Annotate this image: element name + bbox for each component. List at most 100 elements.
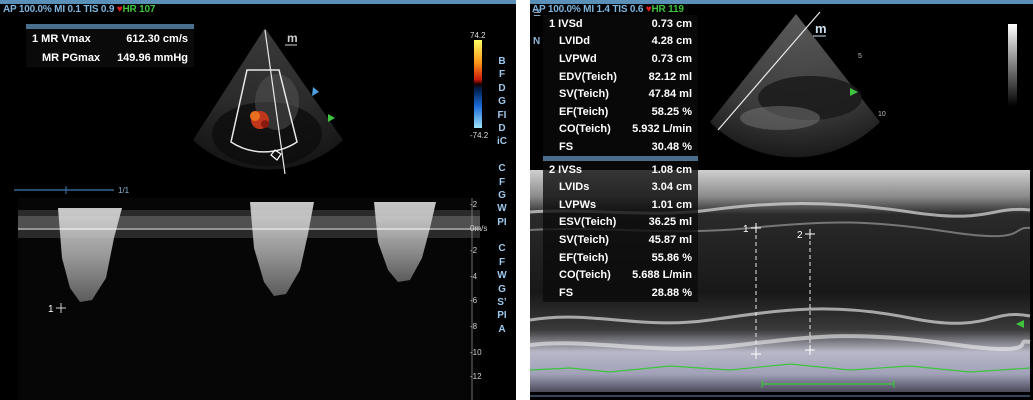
measurement-value: 36.25 ml [648,216,692,229]
side-menu-item[interactable]: D [498,82,506,94]
measurement-label: LVIDd [559,35,590,48]
velocity-tick: -2 [470,200,478,209]
side-menu-item[interactable]: F [498,176,506,188]
measurement-row: CO(Teich) 5.688 L/min [543,266,698,284]
heart-rate: HR 119 [651,4,684,15]
measurement-value: 4.28 cm [651,35,692,48]
side-menu-item[interactable]: FI [497,109,507,121]
side-menu-item[interactable]: G [498,283,506,295]
measurement-value: 0.73 cm [651,17,692,30]
velocity-tick: -6 [470,296,478,305]
m-mode-caliper-label: 2 [797,230,803,241]
side-menu-item[interactable]: A [498,323,506,335]
measurement-value: 1.01 cm [651,198,692,211]
side-menu-item[interactable]: PI [497,310,507,322]
color-scale-max: 74.2 [470,31,486,40]
measurement-label: EF(Teich) [559,251,609,264]
measurement-row: FS 28.88 % [543,284,698,302]
velocity-tick: -8 [470,322,478,331]
measurement-row: 1 IVSd 0.73 cm [543,15,698,33]
doppler-caliper-label: 1 [48,304,54,315]
measurement-label: FS [559,286,574,299]
probe-marker: m [815,21,827,36]
measurement-row: EDV(Teich) 82.12 ml [543,68,698,86]
measurement-group: 1 IVSd 0.73 cm LVIDd 4.28 cm LVPWd 0.73 cm EDV… [543,15,698,156]
velocity-scale: -2 0m/s -2 -4 -6 -8 -10 -12 [470,198,516,400]
measurement-value: 47.84 ml [648,88,692,101]
heart-icon: ♥ [645,4,652,15]
side-menu-item[interactable]: C [498,243,506,255]
measurement-row: LVIDs 3.04 cm [543,178,698,196]
measurement-label: CO(Teich) [559,269,611,282]
side-menu-item[interactable]: C [498,163,506,175]
measurement-label: CO(Teich) [559,123,611,136]
measurement-row: 2 IVSs 1.08 cm [543,161,698,179]
heart-rate: HR 107 [122,4,156,15]
velocity-tick: 0m/s [470,224,488,233]
measurement-label: LVPWd [559,52,597,65]
measurement-value: 149.96 mmHg [117,51,188,64]
side-menu-item[interactable]: PI [497,216,507,228]
side-menu-item[interactable]: G [498,189,506,201]
measurement-value: 45.87 ml [648,233,692,246]
probe-marker: m [287,31,298,45]
measurement-row: 1 MR Vmax 612.30 cm/s [26,29,194,48]
velocity-tick: -2 [470,246,478,255]
measurement-label: 1 IVSd [549,17,583,30]
measurement-value: 1.08 cm [651,163,692,176]
m-mode-measurements-box[interactable]: 1 IVSd 0.73 cm LVIDd 4.28 cm LVPWd 0.73 cm EDV… [543,15,698,302]
measurement-value: 82.12 ml [648,70,692,83]
measurement-label: 1 MR Vmax [32,32,91,45]
measurement-value: 5.932 L/min [632,123,692,136]
measurement-group: 2 IVSs 1.08 cm LVIDs 3.04 cm LVPWs 1.01 cm ESV… [543,155,698,302]
measurement-value: 55.86 % [651,251,692,264]
measurement-row: EF(Teich) 55.86 % [543,249,698,267]
measurement-row: SV(Teich) 47.84 ml [543,85,698,103]
depth-label: 10 [878,111,886,118]
side-menu-item[interactable]: N [533,36,541,47]
acoustic-output-header: AP 100.0% MI 0.1 TIS 0.9 ♥HR 107 [3,4,155,15]
measurement-row: LVPWd 0.73 cm [543,50,698,68]
acoustic-output-text: AP 100.0% MI 1.4 TIS 0.6 [532,4,644,15]
panel-top-bar [0,0,516,4]
acoustic-output-header: AP 100.0% MI 1.4 TIS 0.6 ♥HR 119 [532,4,684,15]
measurement-row: EF(Teich) 58.25 % [543,103,698,121]
measurement-row: ESV(Teich) 36.25 ml [543,214,698,232]
measurement-label: FS [559,140,574,153]
measurement-label: ESV(Teich) [559,216,617,229]
measurement-value: 612.30 cm/s [126,32,188,45]
side-menu-item[interactable]: W [497,270,507,282]
m-mode-panel: AP 100.0% MI 1.4 TIS 0.6 ♥HR 119 m 5 10 … [530,0,1033,400]
sweep-timeline [14,186,114,194]
velocity-tick: -10 [470,348,482,357]
side-menu-item[interactable]: G [498,96,506,108]
color-doppler-sector-image[interactable]: m [185,22,365,187]
velocity-tick: -4 [470,272,478,281]
doppler-measurements-box[interactable]: 1 MR Vmax 612.30 cm/s MR PGmax 149.96 mm… [26,24,194,67]
side-menu-item[interactable]: iC [497,136,507,148]
gray-scale-bar [1008,24,1017,106]
measurement-row: FS 30.48 % [543,138,698,156]
velocity-tick: -12 [470,372,482,381]
measurement-label: EF(Teich) [559,105,609,118]
measurement-value: 28.88 % [651,286,692,299]
color-velocity-scale-bar [474,40,482,128]
measurement-label: LVIDs [559,181,590,194]
side-menu-item[interactable] [497,149,507,162]
spectral-doppler-trace: 1 [18,198,480,400]
measurement-row: LVPWs 1.01 cm [543,196,698,214]
measurement-label: 2 IVSs [549,163,583,176]
side-menu-top: ☰ [533,8,542,18]
side-menu-item[interactable]: B [498,56,506,67]
side-menu-item[interactable]: D [498,122,506,134]
measurement-label: LVPWs [559,198,597,211]
side-menu-item[interactable]: W [497,203,507,215]
panel-top-bar [530,0,1033,4]
side-menu-item[interactable]: F [498,256,506,268]
side-menu-item[interactable]: F [498,69,506,81]
measurement-row: CO(Teich) 5.932 L/min [543,121,698,139]
measurement-label: MR PGmax [42,51,101,64]
m-mode-reference-sector[interactable]: m 5 10 [700,10,900,160]
side-menu-item[interactable]: S’ [497,297,507,309]
